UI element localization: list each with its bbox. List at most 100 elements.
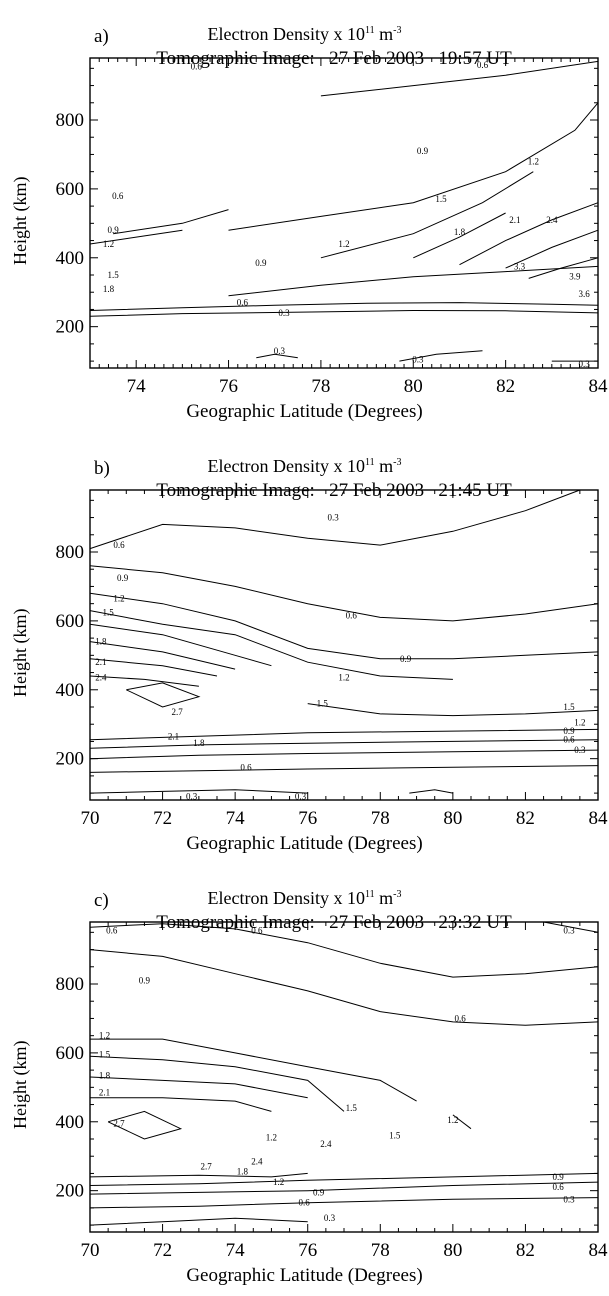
- x-tick-label: 74: [226, 1240, 246, 1261]
- contour-line: [505, 229, 599, 269]
- y-tick-label: 600: [56, 179, 85, 200]
- contour-label: 0.6: [237, 298, 249, 308]
- contour-label: 1.8: [95, 637, 107, 647]
- x-tick-label: 82: [516, 1240, 535, 1261]
- subtitle-exp: 11: [364, 25, 375, 36]
- contour-label: 0.9: [117, 573, 129, 583]
- contour-label: 1.2: [447, 1115, 458, 1125]
- contour-label: 0.3: [579, 359, 591, 369]
- contour-label: 1.8: [103, 284, 115, 294]
- contour-line: [90, 1038, 417, 1102]
- panel-a: a) Tomographic Image: 27 Feb 2003 19:57 …: [0, 0, 609, 432]
- contour-line: [89, 1055, 345, 1112]
- x-tick-label: 84: [589, 1240, 609, 1261]
- contour-label: 1.2: [99, 1031, 110, 1041]
- contour-label: 0.6: [563, 735, 575, 745]
- subtitle-exp: 11: [364, 889, 375, 900]
- contour-label: 1.5: [99, 1050, 111, 1060]
- contour-label: 0.3: [324, 1213, 336, 1223]
- contour-label: 2.4: [546, 215, 558, 225]
- contour-label: 1.8: [237, 1167, 249, 1177]
- contour-label: 0.3: [327, 513, 339, 523]
- x-tick-label: 80: [443, 1240, 462, 1261]
- contour-label: 1.8: [99, 1070, 111, 1080]
- x-axis-label: Geographic Latitude (Degrees): [186, 1265, 423, 1286]
- contour-label: 0.9: [552, 1172, 564, 1182]
- contour-label: 1.5: [389, 1131, 401, 1141]
- contour-label: 1.5: [107, 270, 119, 280]
- contour-line: [89, 658, 218, 677]
- contour-label: 0.9: [417, 146, 429, 156]
- contour-line: [89, 949, 599, 1026]
- contour-line: [413, 212, 506, 259]
- chart-plot: 70 72 74 76 78 80 82 84 200 400 600 800 0.6 0.6 0.3 0.9…: [56, 921, 609, 1261]
- contour-label: 2.7: [171, 707, 183, 717]
- x-tick-label: 82: [496, 376, 515, 397]
- contour-label: 1.8: [193, 738, 205, 748]
- x-tick-label: 72: [153, 808, 172, 829]
- contour-line: [89, 923, 599, 978]
- contour-label: 1.5: [435, 194, 447, 204]
- contour-label: 0.6: [346, 611, 358, 621]
- contour-label: 2.1: [95, 657, 106, 667]
- x-tick-label: 80: [443, 808, 462, 829]
- contour-line: [89, 675, 199, 687]
- contour-line: [228, 102, 599, 231]
- contour-label: 0.6: [112, 191, 124, 201]
- contour-label: 0.6: [191, 62, 203, 72]
- contour-label: 1.2: [273, 1177, 284, 1187]
- contour-label: 2.7: [113, 1119, 125, 1129]
- y-tick-label: 400: [56, 248, 85, 269]
- contour-label: 1.2: [574, 718, 585, 728]
- contour-label: 0.6: [552, 1182, 564, 1192]
- panel-subtitle: Electron Density x 1011 m-3: [0, 456, 609, 477]
- subtitle-unit-exp: -3: [393, 25, 402, 36]
- contour-label: 1.2: [338, 239, 349, 249]
- contour-label: 0.6: [113, 540, 125, 550]
- contour-label: 1.2: [113, 594, 124, 604]
- x-tick-label: 82: [516, 808, 535, 829]
- contour-line: [89, 1172, 308, 1178]
- x-tick-label: 80: [404, 376, 423, 397]
- x-tick-label: 76: [298, 808, 317, 829]
- contour-label: 0.6: [240, 762, 252, 772]
- subtitle-unit: m: [374, 888, 394, 908]
- y-tick-label: 200: [56, 317, 85, 338]
- contour-label: 0.3: [278, 308, 290, 318]
- contour-label: 0.9: [139, 976, 151, 986]
- contour-label: 0.9: [563, 726, 575, 736]
- contour-line: [89, 749, 599, 760]
- contour-label: 1.2: [103, 239, 114, 249]
- contour-line: [459, 202, 599, 266]
- contour-line: [320, 60, 599, 97]
- contour-label: 0.3: [563, 1194, 575, 1204]
- contour-label: 0.9: [313, 1187, 325, 1197]
- x-tick-label: 78: [311, 376, 330, 397]
- contour-label: 2.4: [251, 1156, 263, 1166]
- y-tick-label: 800: [56, 974, 85, 995]
- y-tick-label: 800: [56, 110, 85, 131]
- subtitle-unit-exp: -3: [393, 889, 402, 900]
- subtitle-prefix: Electron Density x 10: [207, 456, 365, 476]
- contour-line: [307, 703, 599, 717]
- contour-label: 0.3: [563, 926, 575, 936]
- contour-line: [107, 1110, 183, 1140]
- contour-label: 3.3: [514, 261, 526, 271]
- contour-label: 2.7: [200, 1162, 212, 1172]
- x-tick-label: 84: [589, 808, 609, 829]
- contour-label: 1.2: [338, 673, 349, 683]
- y-tick-label: 400: [56, 680, 85, 701]
- contour-label: 3.9: [569, 272, 581, 282]
- contour-line: [89, 1172, 599, 1186]
- contour-label: 0.6: [454, 1013, 466, 1023]
- contour-line: [89, 302, 599, 311]
- x-tick-label: 76: [219, 376, 238, 397]
- contour-line: [89, 641, 236, 670]
- contour-label: 2.4: [95, 673, 107, 683]
- panel-label: a): [94, 26, 109, 47]
- contour-label: 1.2: [266, 1132, 277, 1142]
- x-tick-label: 76: [298, 1240, 317, 1261]
- contour-line: [543, 921, 599, 933]
- contour-label: 0.9: [255, 258, 267, 268]
- y-tick-label: 400: [56, 1112, 85, 1133]
